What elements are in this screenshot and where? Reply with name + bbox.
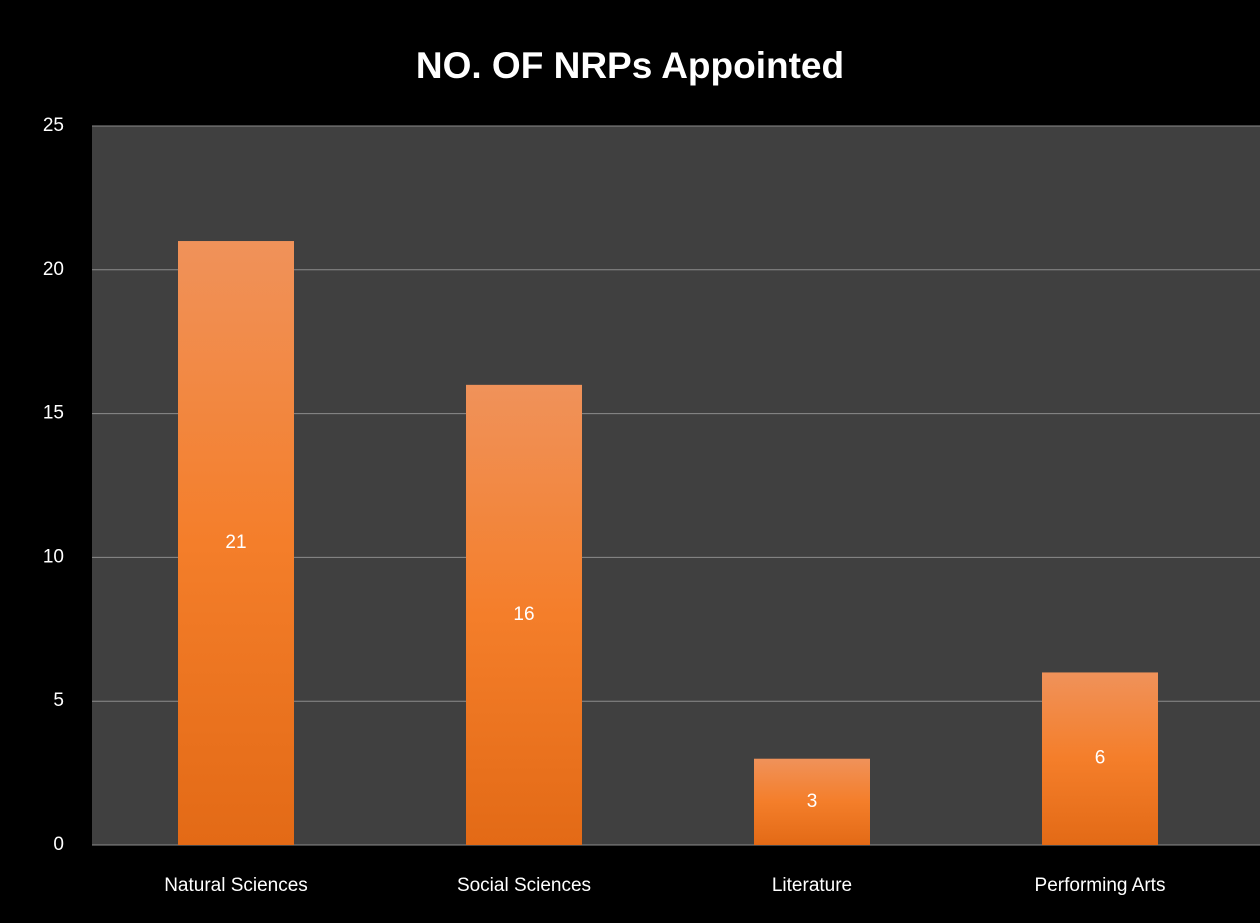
- chart-title: NO. OF NRPs Appointed: [416, 45, 844, 86]
- x-tick-label: Performing Arts: [1035, 875, 1166, 896]
- data-label: 6: [1095, 748, 1106, 769]
- data-label: 3: [807, 791, 818, 812]
- x-tick-label: Social Sciences: [457, 875, 591, 896]
- y-tick-label: 25: [43, 115, 64, 136]
- y-tick-label: 0: [53, 834, 64, 855]
- y-tick-label: 15: [43, 403, 64, 424]
- x-tick-label: Literature: [772, 875, 852, 896]
- y-tick-label: 20: [43, 259, 64, 280]
- y-tick-label: 5: [53, 690, 64, 711]
- bar: [466, 384, 582, 845]
- data-label: 16: [513, 604, 534, 625]
- bar: [754, 758, 870, 845]
- x-tick-label: Natural Sciences: [164, 875, 308, 896]
- data-label: 21: [225, 532, 246, 553]
- bar: [178, 241, 294, 846]
- y-tick-label: 10: [43, 546, 64, 567]
- bar: [1042, 672, 1158, 845]
